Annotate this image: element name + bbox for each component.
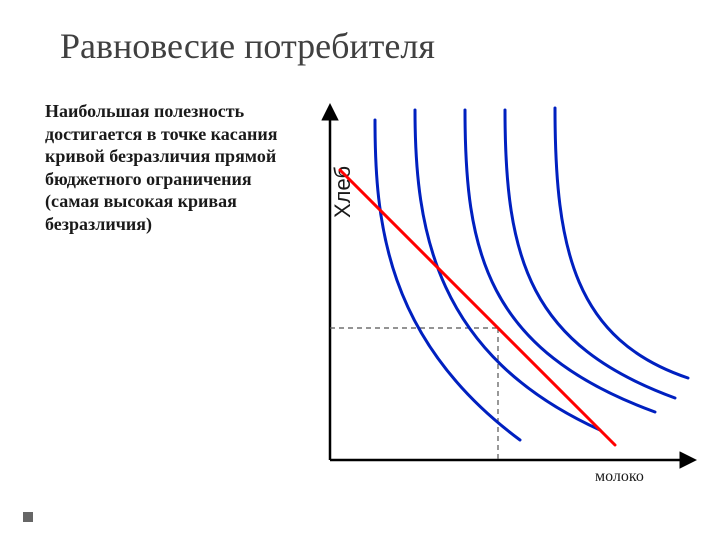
chart-area	[310, 100, 710, 510]
slide-bullet	[23, 512, 33, 522]
page-title: Равновесие потребителя	[60, 25, 435, 67]
description-text: Наибольшая полезность достигается в точк…	[45, 100, 305, 235]
economics-chart	[310, 100, 710, 510]
